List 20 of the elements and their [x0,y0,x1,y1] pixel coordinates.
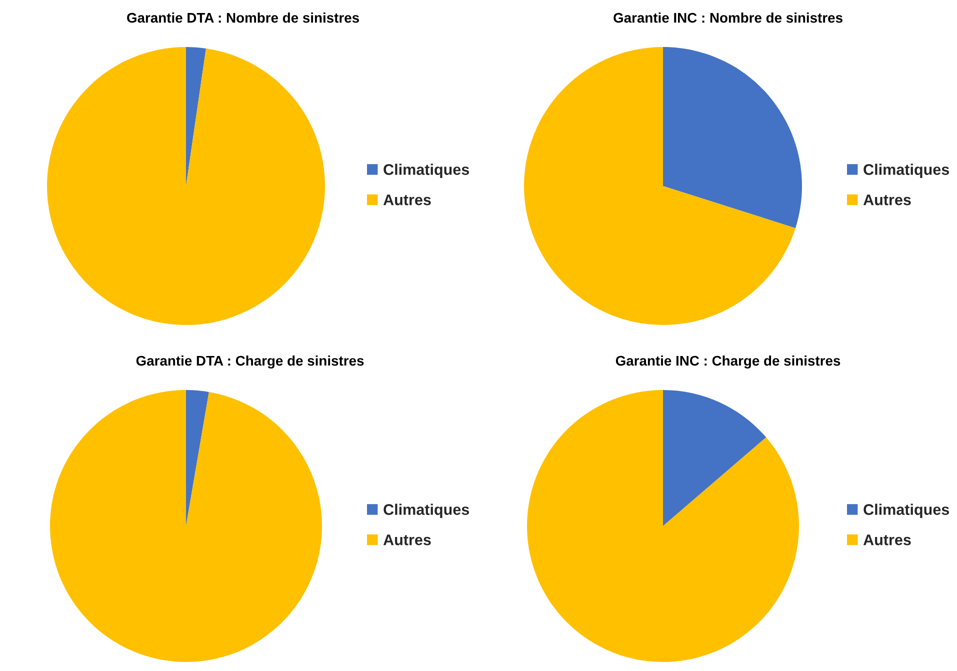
chart-title: Garantie DTA : Charge de sinistres [136,355,364,369]
chart-title: Garantie INC : Charge de sinistres [616,355,840,369]
pie-slice [527,390,799,662]
legend-label: Autres [863,194,911,206]
legend-label: Climatiques [864,164,950,178]
legend-label: Climatiques [864,504,950,518]
legend-label: Climatiques [384,164,470,178]
legend-label: Autres [383,194,431,206]
chart-title: Garantie INC : Nombre de sinistres [614,12,842,23]
legend-label: Autres [383,534,431,546]
pie-slice [186,390,209,526]
pie-slice [186,47,206,186]
pie-slice [663,390,766,526]
pie-slice [47,47,325,325]
pie-slice [50,390,322,662]
pie-slice [663,47,802,228]
legend-label: Autres [863,534,911,546]
chart-title: Garantie DTA : Nombre de sinistres [127,12,359,23]
pie-slice [524,47,796,325]
legend-label: Climatiques [384,504,470,518]
